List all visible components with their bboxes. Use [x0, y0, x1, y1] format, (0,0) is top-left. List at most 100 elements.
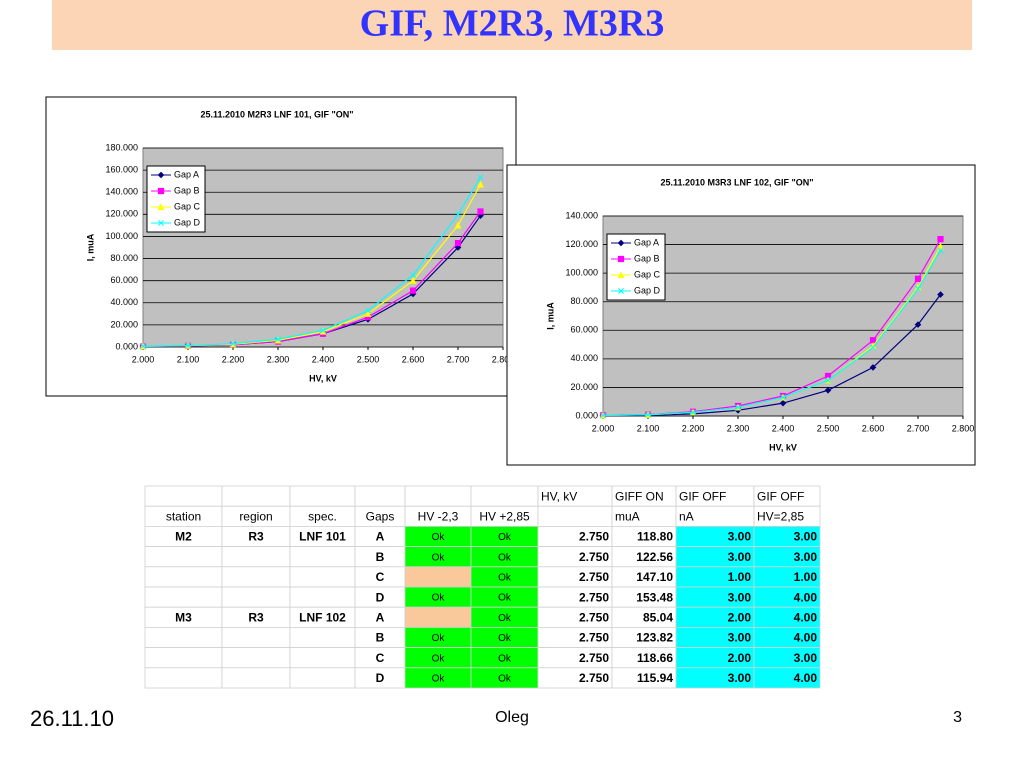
legend-label: Gap C	[174, 201, 201, 211]
data-point	[937, 236, 944, 243]
x-tick-label: 2.700	[447, 354, 470, 364]
data-point	[618, 288, 624, 294]
y-tick-label: 40.000	[570, 353, 598, 363]
legend-label: Gap B	[634, 253, 660, 263]
table-text: Ok	[432, 593, 446, 604]
table-text: GIF OFF	[757, 489, 804, 503]
table-cell	[404, 485, 472, 507]
footer-page: 3	[953, 709, 962, 726]
y-tick-label: 0.000	[115, 341, 138, 351]
table-text: spec.	[308, 509, 337, 523]
table-text: Ok	[498, 613, 512, 624]
x-tick-label: 2.100	[637, 423, 660, 433]
table-text: 118.80	[637, 530, 673, 544]
table-text: B	[376, 631, 385, 645]
y-axis-label: I, muA	[85, 233, 95, 261]
table-cell	[221, 667, 291, 689]
table-text: HV +2,85	[479, 509, 530, 523]
x-tick-label: 2.800	[952, 423, 975, 433]
data-point	[477, 208, 484, 215]
y-tick-label: 0.000	[575, 410, 598, 420]
table-text: 118.66	[637, 651, 673, 665]
table-text: 153.48	[636, 590, 673, 604]
data-point	[140, 343, 146, 350]
footer-author: Oleg	[495, 709, 529, 726]
y-tick-label: 100.000	[105, 231, 138, 241]
y-tick-label: 60.000	[570, 325, 598, 335]
table-cell	[221, 566, 291, 588]
data-point	[937, 242, 944, 250]
x-tick-label: 2.200	[682, 423, 705, 433]
table-text: 2.750	[579, 631, 609, 645]
y-tick-label: 80.000	[110, 253, 138, 263]
table-cell	[404, 606, 472, 628]
table-text: Ok	[498, 633, 512, 644]
table-text: Ok	[498, 573, 512, 584]
table-text: nA	[679, 509, 694, 523]
legend-label: Gap A	[634, 237, 659, 247]
table-text: Ok	[498, 552, 512, 563]
table-cell	[470, 485, 539, 507]
table-cell	[221, 627, 291, 649]
table-cell	[289, 627, 356, 649]
table-text: 2.750	[579, 590, 609, 604]
table-text: GIF OFF	[679, 489, 726, 503]
table-cell	[537, 505, 613, 527]
table-cell	[144, 627, 223, 649]
table-cell	[144, 546, 223, 568]
y-tick-label: 120.000	[105, 209, 138, 219]
y-tick-label: 140.000	[565, 210, 598, 220]
table-text: D	[376, 590, 385, 604]
table-text: M2	[175, 530, 192, 544]
data-point	[409, 276, 417, 284]
table-cell	[221, 647, 291, 669]
y-tick-label: 60.000	[110, 275, 138, 285]
table-text: 123.82	[636, 631, 673, 645]
table-cell	[144, 667, 223, 689]
table-cell	[221, 546, 291, 568]
x-tick-label: 2.000	[592, 423, 615, 433]
data-point	[410, 272, 416, 279]
table-cell	[404, 566, 472, 588]
data-point	[937, 247, 944, 254]
data-point	[185, 342, 191, 349]
table-text: 2.750	[579, 530, 609, 544]
table-text: 85.04	[643, 610, 673, 624]
x-tick-label: 2.200	[222, 354, 245, 364]
table-text: GIFF ON	[615, 489, 664, 503]
table-text: 4.00	[794, 671, 818, 685]
table-text: HV, kV	[541, 489, 577, 503]
table-text: HV=2,85	[757, 509, 804, 523]
legend-box	[606, 233, 666, 301]
x-tick-label: 2.400	[312, 354, 335, 364]
table-text: 3.00	[728, 530, 752, 544]
data-table: HV, kV GIFF ON GIF OFF GIF OFF station region…	[144, 485, 821, 689]
table-text: 2.750	[579, 671, 609, 685]
data-point	[645, 411, 651, 418]
data-point	[157, 187, 165, 195]
data-point	[825, 377, 831, 384]
table-text: D	[376, 671, 385, 685]
data-point	[617, 271, 625, 279]
y-tick-label: 140.000	[105, 187, 138, 197]
x-tick-label: 2.400	[772, 423, 795, 433]
x-tick-label: 2.500	[357, 354, 380, 364]
table-text: 122.56	[636, 550, 673, 564]
table-cell	[354, 485, 406, 507]
table-text: 2.00	[728, 610, 752, 624]
x-tick-label: 2.800	[492, 354, 515, 364]
table-text: 3.00	[728, 550, 752, 564]
legend-label: Gap D	[174, 217, 201, 227]
data-point	[937, 291, 944, 298]
footer-date: 26.11.10	[30, 706, 114, 731]
table-text: 3.00	[794, 651, 818, 665]
table-text: station	[166, 509, 201, 523]
data-point	[870, 344, 876, 351]
data-point	[914, 321, 922, 328]
chart: 25.11.2010 M2R3 LNF 101, GIF "ON" 0.000 20…	[45, 96, 517, 397]
table-text: 4.00	[794, 610, 818, 624]
table-text: Gaps	[366, 509, 395, 523]
table-text: C	[376, 570, 385, 584]
table-text: 2.750	[579, 651, 609, 665]
table-cell	[289, 586, 356, 608]
